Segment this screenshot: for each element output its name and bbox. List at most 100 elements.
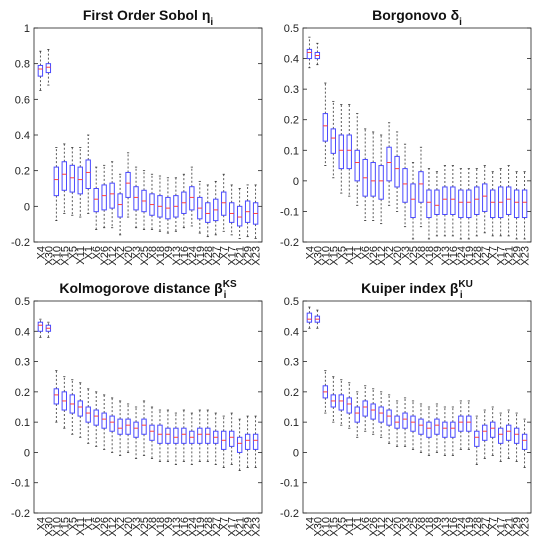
- box-X1: [354, 391, 360, 438]
- box-X13: [173, 177, 179, 232]
- y-tick-label: 0.4: [15, 326, 30, 338]
- box-X29: [513, 412, 520, 462]
- box-iqr: [402, 412, 408, 429]
- x-tick-label: X15: [59, 517, 71, 537]
- box-X13: [442, 406, 448, 456]
- x-tick-label: X19: [464, 246, 476, 266]
- box-iqr: [386, 146, 392, 182]
- x-tick-label: X4: [304, 517, 316, 530]
- box-X20: [394, 131, 400, 212]
- y-tick-label: -0.1: [11, 478, 30, 490]
- x-tick-label: X20: [123, 517, 135, 537]
- x-tick-label: X11: [344, 517, 356, 536]
- box-X23: [252, 184, 259, 239]
- x-tick-label: X23: [520, 517, 532, 537]
- box-iqr: [117, 418, 123, 435]
- box-iqr: [513, 427, 520, 444]
- x-tick-label: X8: [416, 517, 428, 530]
- y-tick-label: 0.6: [15, 94, 30, 106]
- box-X3: [133, 406, 139, 459]
- x-tick-label: X13: [440, 517, 452, 537]
- x-tick-label: X15: [328, 246, 340, 266]
- box-iqr: [442, 186, 448, 215]
- x-tick-label: X11: [75, 246, 87, 265]
- box-X25: [410, 400, 416, 450]
- x-tick-label: X13: [171, 246, 183, 266]
- box-iqr: [490, 189, 496, 219]
- box-X11: [346, 382, 352, 429]
- box-X2: [386, 394, 392, 444]
- box-X2: [117, 173, 123, 236]
- box-X19: [197, 180, 203, 234]
- box-X23: [521, 171, 528, 240]
- box-iqr: [434, 418, 440, 435]
- y-tick-label: -0.2: [280, 237, 299, 249]
- y-tick-label: -0.2: [280, 508, 299, 520]
- box-X16: [181, 409, 187, 462]
- x-tick-label: X25: [139, 517, 151, 537]
- box-X15: [61, 143, 67, 214]
- box-X17: [498, 412, 504, 462]
- box-iqr: [434, 189, 440, 215]
- box-iqr: [362, 400, 368, 417]
- x-tick-label: X16: [448, 246, 460, 266]
- box-iqr: [410, 415, 416, 432]
- box-iqr: [498, 427, 504, 444]
- x-tick-label: X6: [360, 517, 372, 530]
- y-tick-label: 0.3: [284, 84, 299, 96]
- box-X19: [197, 409, 203, 462]
- axes-frame: [33, 27, 263, 243]
- box-iqr: [77, 400, 83, 417]
- box-iqr: [450, 186, 456, 215]
- box-X4: [37, 318, 44, 338]
- box-iqr: [61, 161, 67, 191]
- box-iqr: [378, 165, 384, 200]
- box-iqr: [109, 182, 115, 209]
- box-X23: [252, 415, 259, 468]
- y-tick-label: 1: [24, 23, 30, 35]
- box-X26: [370, 388, 376, 435]
- x-tick-label: X24: [456, 517, 468, 537]
- x-tick-label: X5: [336, 246, 348, 259]
- x-tick-label: X25: [408, 517, 420, 537]
- x-tick-label: X20: [392, 517, 404, 537]
- box-X19: [466, 400, 472, 450]
- box-X7: [490, 406, 496, 456]
- box-X15: [330, 100, 336, 179]
- x-tick-label: X3: [400, 246, 412, 259]
- panel-title: Kuiper index βKU i: [361, 279, 473, 301]
- x-tick-label: X5: [336, 517, 348, 530]
- y-tick-label: 0.8: [15, 59, 30, 71]
- x-tick-label: X19: [195, 246, 207, 266]
- box-iqr: [490, 421, 496, 438]
- x-tick-label: X15: [59, 246, 71, 266]
- box-X4: [306, 306, 313, 329]
- x-tick-label: X7: [488, 517, 500, 530]
- x-tick-label: X3: [131, 517, 143, 530]
- x-tick-label: X1: [83, 246, 95, 259]
- box-X7: [221, 173, 227, 232]
- box-iqr: [338, 134, 344, 170]
- box-X6: [93, 166, 99, 230]
- box-X11: [77, 147, 83, 218]
- panel-title: First Order Sobol ηi: [83, 7, 214, 28]
- box-iqr: [458, 415, 464, 432]
- y-tick-label: 0: [293, 447, 299, 459]
- box-X20: [125, 403, 131, 453]
- x-tick-label: X29: [243, 246, 255, 266]
- box-iqr: [450, 421, 456, 438]
- x-tick-label: X27: [480, 517, 492, 537]
- x-tick-label: X6: [91, 517, 103, 530]
- box-X17: [229, 412, 235, 465]
- box-iqr: [85, 159, 91, 189]
- y-tick-label: 0.5: [284, 23, 299, 35]
- x-tick-label: X24: [456, 246, 468, 266]
- box-iqr: [346, 134, 352, 170]
- box-iqr: [505, 424, 512, 441]
- x-tick-label: X8: [147, 246, 159, 259]
- box-X8: [149, 406, 155, 459]
- x-tick-label: X26: [99, 517, 111, 537]
- box-iqr: [133, 186, 139, 211]
- box-iqr: [236, 205, 243, 227]
- box-iqr: [474, 430, 480, 447]
